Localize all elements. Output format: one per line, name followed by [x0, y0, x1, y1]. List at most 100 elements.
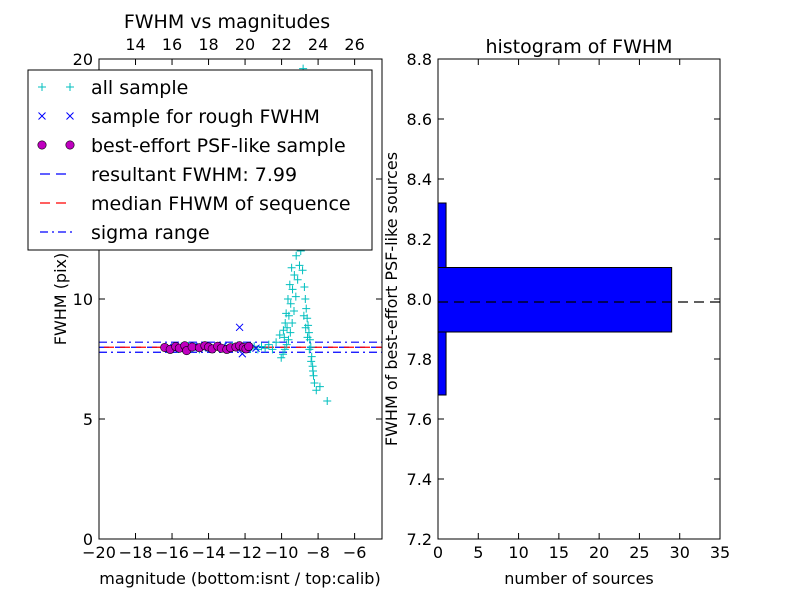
- histogram-title: histogram of FWHM: [485, 36, 672, 58]
- histogram-y-tick-label: 7.8: [407, 350, 432, 369]
- all-sample-point: [282, 309, 291, 318]
- all-sample-point: [281, 319, 290, 327]
- all-sample-point: [303, 333, 312, 342]
- scatter-y-tick-label: 20: [73, 50, 93, 69]
- scatter-top-tick-label: 16: [162, 35, 182, 54]
- scatter-top-tick-label: 26: [344, 35, 364, 54]
- histogram-x-ticks: 0 5 10 15 20 25 30 35: [433, 59, 730, 562]
- scatter-x-tick-label: −18: [119, 543, 153, 562]
- all-sample-point: [289, 307, 298, 315]
- all-sample-point: [305, 345, 314, 354]
- histogram-frame: [437, 58, 721, 540]
- all-sample-point: [290, 271, 299, 279]
- histogram-x-tick-label: 0: [433, 543, 443, 562]
- all-sample-point: [284, 335, 293, 344]
- scatter-x-tick-label: −6: [343, 543, 367, 562]
- histogram-y-tick-label: 7.4: [407, 470, 432, 489]
- all-sample-point: [312, 386, 321, 395]
- all-sample-point: [295, 261, 304, 270]
- scatter-chart: FWHM vs magnitudes magnitude (bottom:isn…: [27, 11, 383, 588]
- all-sample-point: [304, 328, 313, 337]
- scatter-xlabel: magnitude (bottom:isnt / top:calib): [99, 569, 380, 588]
- scatter-reference-lines: [99, 341, 382, 353]
- all-sample-point: [307, 352, 316, 361]
- histogram-x-tick-label: 35: [710, 543, 730, 562]
- all-sample-point: [300, 283, 309, 291]
- legend-label: sigma range: [91, 222, 210, 244]
- histogram-y-tick-label: 7.6: [407, 410, 432, 429]
- scatter-legend: all sample sample for rough FWHM best-effo…: [27, 69, 373, 251]
- all-sample-point: [301, 295, 310, 303]
- scatter-top-tick-label: 18: [198, 35, 218, 54]
- legend-label: all sample: [91, 77, 188, 99]
- histogram-xlabel: number of sources: [504, 569, 654, 588]
- all-sample-point: [308, 367, 317, 375]
- all-sample-point: [257, 342, 266, 351]
- histogram-x-tick-label: 10: [508, 543, 528, 562]
- histogram-ylabel: FWHM of best-effort PSF-like sources: [382, 152, 401, 446]
- legend-entry: best-effort PSF-like sample: [37, 135, 346, 157]
- legend-entry: all sample: [38, 77, 188, 99]
- histogram-y-tick-label: 8.8: [407, 50, 432, 69]
- all-sample-point: [323, 397, 332, 405]
- scatter-top-tick-label: 22: [271, 35, 291, 54]
- histogram-bars: [437, 202, 673, 396]
- legend-marker: [66, 112, 74, 120]
- all-sample-point: [268, 345, 277, 354]
- histogram-chart: histogram of FWHM number of sources FWHM…: [382, 36, 730, 588]
- all-sample-point: [279, 350, 288, 359]
- legend-marker: [38, 112, 46, 120]
- scatter-top-tick-label: 20: [235, 35, 255, 54]
- scatter-ylabel: FWHM (pix): [51, 253, 70, 346]
- legend-entry: sample for rough FWHM: [38, 106, 320, 128]
- scatter-x-tick-label: −20: [82, 543, 116, 562]
- histogram-bar: [437, 267, 673, 333]
- scatter-frame: [98, 58, 383, 540]
- all-sample-point: [287, 263, 296, 272]
- legend-entry: sigma range: [40, 222, 210, 244]
- all-sample-point: [283, 295, 292, 303]
- all-sample-point: [291, 292, 300, 301]
- histogram-y-tick-label: 8.4: [407, 170, 432, 189]
- scatter-top-ticks: 14 16 18 20 22 24 26: [125, 35, 364, 54]
- histogram-y-tick-label: 7.2: [407, 530, 432, 549]
- legend-box: [27, 69, 373, 251]
- scatter-x-tick-label: −16: [155, 543, 189, 562]
- all-sample-point: [283, 323, 292, 332]
- all-sample-point: [286, 299, 295, 308]
- all-sample-point: [299, 311, 308, 320]
- histogram-y-ticks: 7.2 7.4 7.6 7.8 8.0 8.2 8.4 8.6 8.8: [407, 50, 720, 549]
- all-sample-point: [298, 266, 307, 275]
- legend-label: resultant FWHM: 7.99: [91, 164, 297, 186]
- scatter-x-ticks: −20 −18 −16 −14 −12 −10 −8 −6: [82, 59, 366, 562]
- legend-marker: [66, 83, 74, 91]
- all-sample-point: [293, 275, 302, 284]
- all-sample-point: [261, 344, 270, 353]
- all-sample-point: [292, 251, 301, 260]
- scatter-y-tick-label: 0: [83, 530, 93, 549]
- legend-entry: median FHWM of sequence: [40, 193, 351, 215]
- histogram-x-tick-label: 5: [473, 543, 483, 562]
- scatter-x-tick-label: −10: [265, 543, 299, 562]
- rough-fwhm-point: [235, 323, 244, 332]
- scatter-top-tick-label: 24: [308, 35, 328, 54]
- legend-label: median FHWM of sequence: [91, 193, 351, 215]
- scatter-x-tick-label: −8: [306, 543, 330, 562]
- rough-fwhm-point: [252, 344, 260, 353]
- legend-marker: [65, 140, 75, 150]
- scatter-top-tick-label: 14: [125, 35, 145, 54]
- histogram-bar: [437, 202, 447, 268]
- histogram-y-tick-label: 8.0: [407, 290, 432, 309]
- all-sample-point: [309, 371, 318, 380]
- all-sample-point: [282, 340, 291, 349]
- all-sample-point: [272, 338, 281, 347]
- all-sample-point: [310, 379, 319, 387]
- legend-entries: all sample sample for rough FWHM best-effo…: [37, 77, 351, 244]
- all-sample-point: [285, 280, 294, 289]
- all-sample-point: [288, 319, 297, 327]
- all-sample-point: [275, 331, 284, 339]
- legend-marker: [37, 140, 47, 150]
- histogram-x-tick-label: 30: [670, 543, 690, 562]
- histogram-bar: [437, 331, 447, 396]
- all-sample-point: [264, 340, 273, 349]
